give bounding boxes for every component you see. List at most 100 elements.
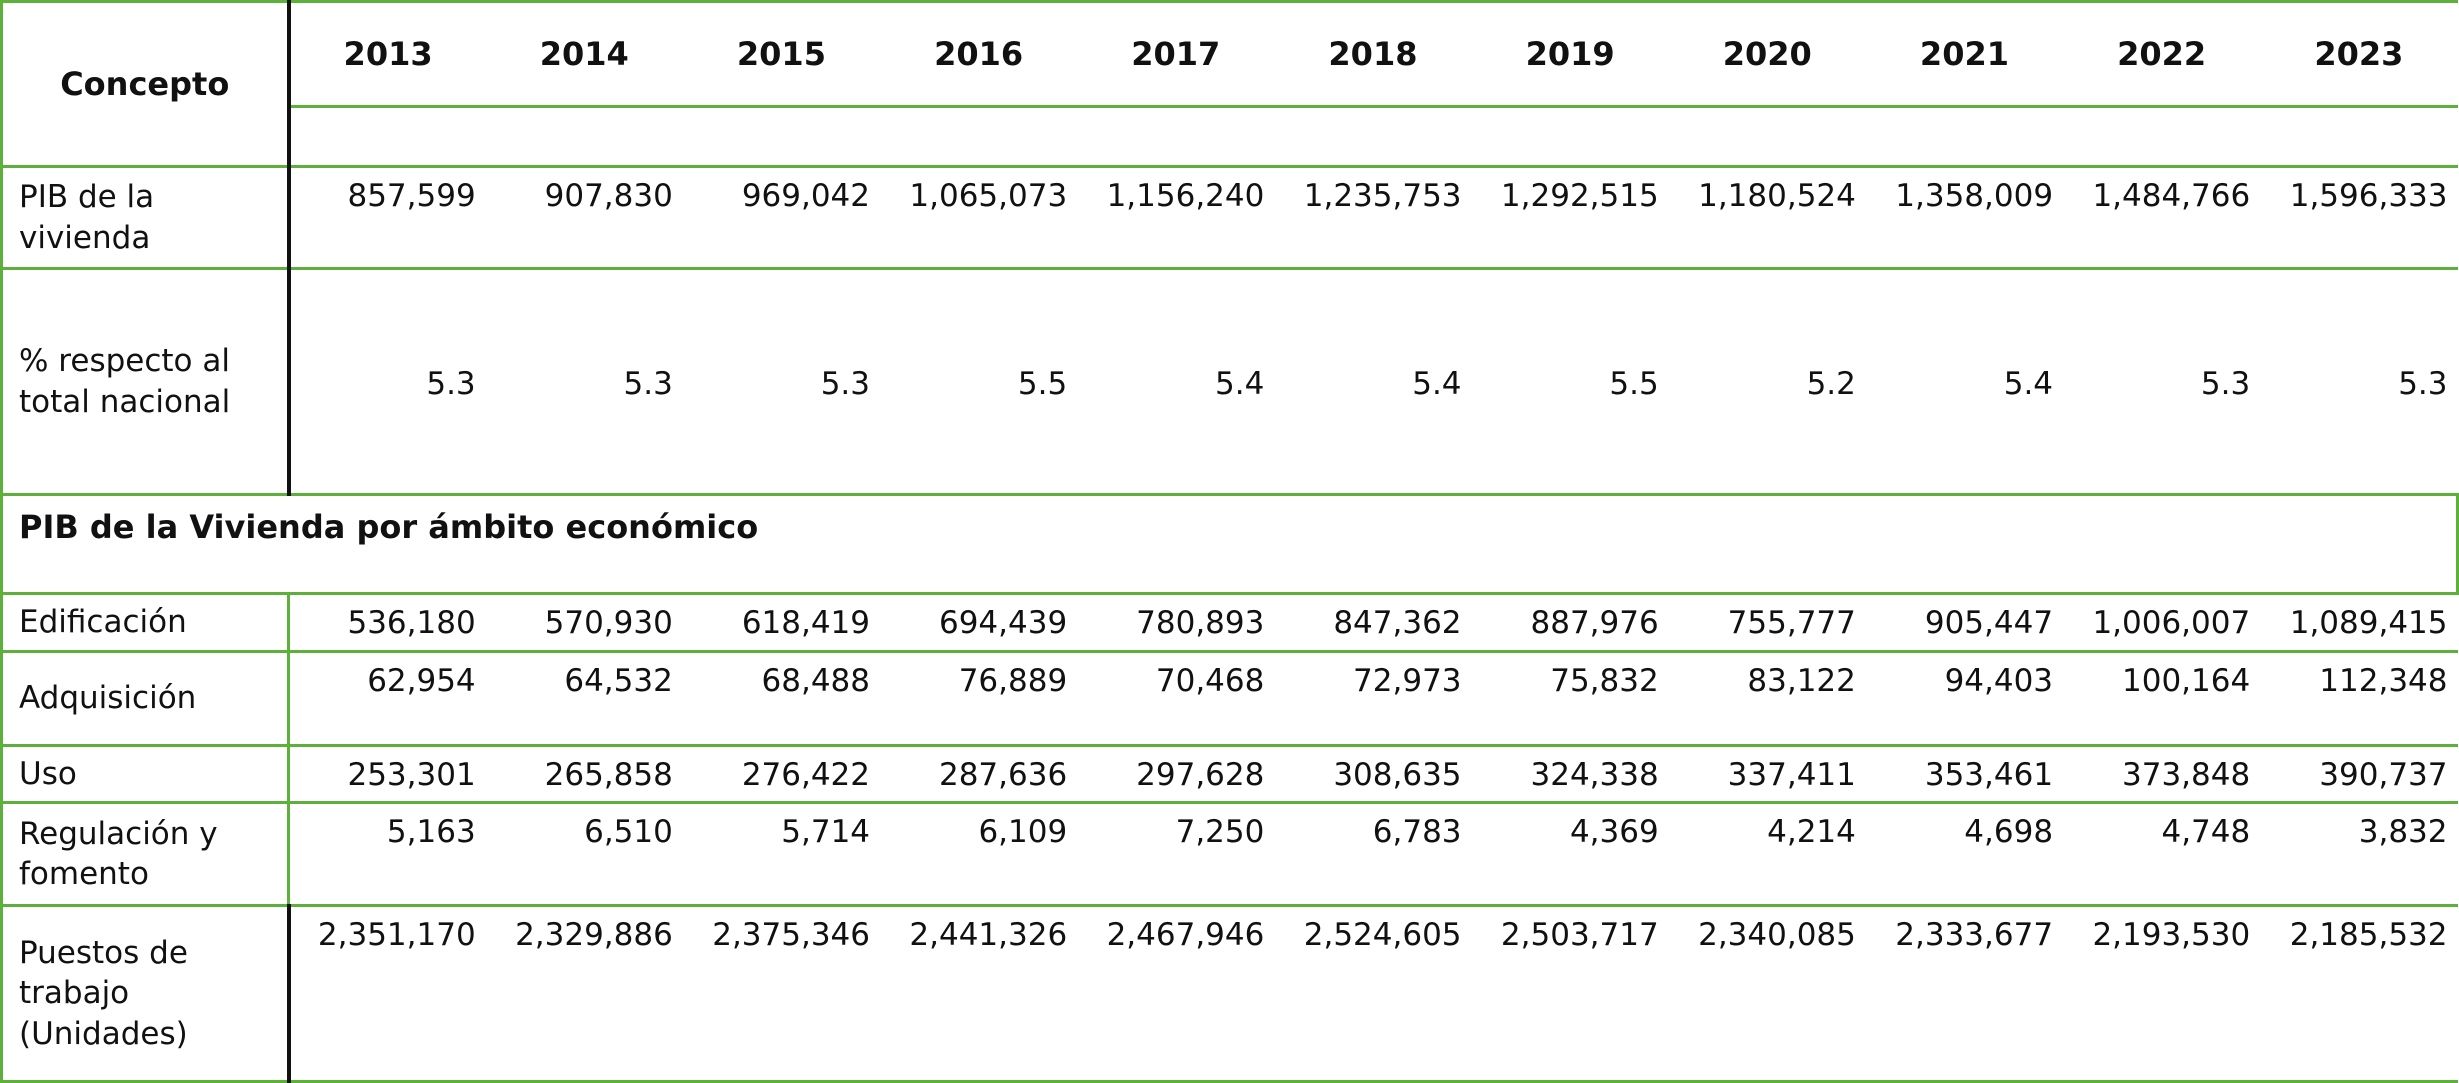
cell-value: 1,292,515 xyxy=(1471,165,1669,270)
year-header: 2017 xyxy=(1077,0,1275,108)
cell-value: 4,748 xyxy=(2063,801,2261,907)
cell-value: 887,976 xyxy=(1471,592,1669,653)
cell-value: 297,628 xyxy=(1077,744,1275,804)
cell-value: 2,333,677 xyxy=(1865,904,2064,1083)
cell-value: 72,973 xyxy=(1274,650,1472,747)
cell-value: 94,403 xyxy=(1865,650,2064,747)
cell-value: 1,358,009 xyxy=(1865,165,2064,270)
cell-value: 83,122 xyxy=(1668,650,1866,747)
cell-value: 1,596,333 xyxy=(2260,165,2458,270)
cell-value: 2,467,946 xyxy=(1077,904,1275,1083)
cell-value: 1,156,240 xyxy=(1077,165,1275,270)
cell-value: 780,893 xyxy=(1077,592,1275,653)
cell-value: 857,599 xyxy=(288,165,486,270)
cell-value: 2,340,085 xyxy=(1668,904,1866,1083)
table-row: Puestos de trabajo (Unidades) 2,351,170 2,… xyxy=(0,904,2458,1083)
cell-value: 265,858 xyxy=(485,744,683,804)
row-label: Uso xyxy=(0,744,290,804)
cell-value: 390,737 xyxy=(2260,744,2458,804)
cell-value: 7,250 xyxy=(1077,801,1275,907)
year-header: 2019 xyxy=(1471,0,1669,108)
table-row: PIB de la Vivienda por ámbito económico xyxy=(0,493,2459,595)
row-label: % respecto al total nacional xyxy=(0,267,291,496)
cell-value: 6,510 xyxy=(485,801,683,907)
table-row: Regulación y fomento 5,163 6,510 5,714 6,109… xyxy=(0,801,2458,907)
year-header: 2021 xyxy=(1865,0,2064,108)
table-row: Uso 253,301 265,858 276,422 287,636 297,628 30… xyxy=(0,744,2458,804)
spacer-cell xyxy=(2260,105,2458,168)
cell-value: 4,698 xyxy=(1865,801,2064,907)
row-label: Edificación xyxy=(0,592,290,653)
spacer-cell xyxy=(2063,105,2261,168)
section-title: PIB de la Vivienda por ámbito económico xyxy=(0,493,2459,595)
year-header: 2022 xyxy=(2063,0,2261,108)
row-label: Regulación y fomento xyxy=(0,801,290,907)
cell-value: 5.4 xyxy=(1274,267,1472,496)
cell-value: 5.3 xyxy=(288,267,486,496)
cell-value: 75,832 xyxy=(1471,650,1669,747)
cell-value: 6,783 xyxy=(1274,801,1472,907)
table-row: Edificación 536,180 570,930 618,419 694,439 7… xyxy=(0,592,2458,653)
cell-value: 308,635 xyxy=(1274,744,1472,804)
cell-value: 70,468 xyxy=(1077,650,1275,747)
cell-value: 969,042 xyxy=(682,165,881,270)
cell-value: 373,848 xyxy=(2063,744,2261,804)
spacer-cell xyxy=(1865,105,2064,168)
cell-value: 337,411 xyxy=(1668,744,1866,804)
row-label: Adquisición xyxy=(0,650,290,747)
cell-value: 62,954 xyxy=(288,650,486,747)
cell-value: 253,301 xyxy=(288,744,486,804)
spacer-cell xyxy=(1274,105,1472,168)
cell-value: 3,832 xyxy=(2260,801,2458,907)
cell-value: 287,636 xyxy=(880,744,1078,804)
cell-value: 2,503,717 xyxy=(1471,904,1669,1083)
cell-value: 1,484,766 xyxy=(2063,165,2261,270)
cell-value: 5,163 xyxy=(288,801,486,907)
cell-value: 2,524,605 xyxy=(1274,904,1472,1083)
cell-value: 2,329,886 xyxy=(485,904,683,1083)
cell-value: 353,461 xyxy=(1865,744,2064,804)
spacer-cell xyxy=(1471,105,1669,168)
cell-value: 5.3 xyxy=(485,267,683,496)
cell-value: 1,235,753 xyxy=(1274,165,1472,270)
cell-value: 847,362 xyxy=(1274,592,1472,653)
cell-value: 100,164 xyxy=(2063,650,2261,747)
cell-value: 6,109 xyxy=(880,801,1078,907)
cell-value: 5,714 xyxy=(682,801,881,907)
cell-value: 5.5 xyxy=(880,267,1078,496)
cell-value: 1,065,073 xyxy=(880,165,1078,270)
cell-value: 2,185,532 xyxy=(2260,904,2458,1083)
cell-value: 324,338 xyxy=(1471,744,1669,804)
row-label: PIB de la vivienda xyxy=(0,165,291,270)
row-label: Puestos de trabajo (Unidades) xyxy=(0,904,291,1083)
table-row: % respecto al total nacional 5.3 5.3 5.3 5.5… xyxy=(0,267,2458,496)
spacer-cell xyxy=(880,105,1078,168)
spacer-cell xyxy=(288,105,486,168)
cell-value: 1,180,524 xyxy=(1668,165,1866,270)
cell-value: 5.3 xyxy=(2260,267,2458,496)
cell-value: 755,777 xyxy=(1668,592,1866,653)
header-row: Concepto 2013 2014 2015 2016 2017 2018 2019 2020… xyxy=(0,0,2458,168)
cell-value: 4,214 xyxy=(1668,801,1866,907)
spacer-cell xyxy=(682,105,881,168)
cell-value: 694,439 xyxy=(880,592,1078,653)
header-spacer xyxy=(2,105,2458,168)
cell-value: 2,375,346 xyxy=(682,904,881,1083)
year-header: 2014 xyxy=(485,0,683,108)
cell-value: 2,351,170 xyxy=(288,904,486,1083)
year-header: 2020 xyxy=(1668,0,1866,108)
table-row: Adquisición 62,954 64,532 68,488 76,889 70,46… xyxy=(0,650,2458,747)
table-row: PIB de la vivienda 857,599 907,830 969,042 1… xyxy=(0,165,2458,270)
spacer-cell xyxy=(1077,105,1275,168)
cell-value: 536,180 xyxy=(288,592,486,653)
year-header: 2018 xyxy=(1274,0,1472,108)
cell-value: 4,369 xyxy=(1471,801,1669,907)
cell-value: 1,089,415 xyxy=(2260,592,2458,653)
cell-value: 5.3 xyxy=(2063,267,2261,496)
spacer-cell xyxy=(1668,105,1866,168)
cell-value: 5.2 xyxy=(1668,267,1866,496)
cell-value: 5.5 xyxy=(1471,267,1669,496)
cell-value: 570,930 xyxy=(485,592,683,653)
